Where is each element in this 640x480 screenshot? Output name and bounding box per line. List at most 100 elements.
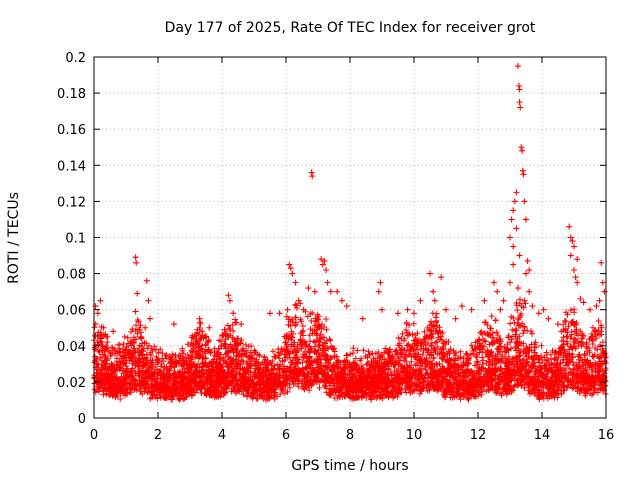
data-point xyxy=(100,324,107,331)
data-point xyxy=(526,288,533,295)
data-point xyxy=(459,303,465,310)
x-axis-label: GPS time / hours xyxy=(291,458,408,474)
y-tick-label: 0.06 xyxy=(57,304,86,319)
y-tick-label: 0.1 xyxy=(65,232,86,247)
y-tick-label: 0.04 xyxy=(57,340,86,355)
data-point xyxy=(523,270,529,277)
data-point xyxy=(566,223,573,230)
data-point xyxy=(515,285,521,292)
data-point xyxy=(519,147,526,154)
data-point xyxy=(438,274,445,281)
data-point xyxy=(500,297,507,304)
data-point xyxy=(516,86,523,93)
data-point xyxy=(515,63,521,70)
data-point xyxy=(577,295,584,302)
data-point xyxy=(491,279,497,286)
data-point xyxy=(521,198,528,205)
data-point xyxy=(230,310,237,317)
data-point xyxy=(511,198,518,205)
data-point xyxy=(196,315,203,322)
data-point xyxy=(311,288,318,295)
data-point xyxy=(529,303,536,310)
data-point xyxy=(508,216,515,223)
data-point xyxy=(284,306,291,313)
data-point xyxy=(395,310,401,317)
x-tick-label: 16 xyxy=(598,428,615,443)
y-axis-label: ROTI / TECUs xyxy=(6,192,22,284)
data-point xyxy=(411,310,417,317)
data-point xyxy=(481,297,488,304)
data-point xyxy=(510,207,517,214)
x-tick-label: 14 xyxy=(534,428,551,443)
data-point xyxy=(587,306,593,313)
data-point xyxy=(142,324,149,331)
data-point xyxy=(287,265,294,272)
data-point xyxy=(334,288,341,295)
data-point xyxy=(510,261,517,268)
x-tick-label: 8 xyxy=(346,428,354,443)
data-point xyxy=(171,321,177,328)
data-point xyxy=(417,297,424,304)
data-point xyxy=(516,252,523,259)
x-tick-label: 6 xyxy=(282,428,290,443)
data-point xyxy=(517,104,524,111)
data-point xyxy=(535,310,542,317)
data-point xyxy=(133,259,140,266)
grid xyxy=(94,57,606,418)
data-point xyxy=(599,279,606,286)
data-point xyxy=(507,279,513,286)
plot-frame xyxy=(93,56,607,419)
data-point xyxy=(571,266,577,273)
data-point xyxy=(540,306,547,313)
data-point xyxy=(494,288,501,295)
data-point xyxy=(359,315,366,322)
data-point xyxy=(321,257,328,264)
x-tick-label: 10 xyxy=(406,428,423,443)
data-point xyxy=(515,82,522,89)
y-tick-label: 0.16 xyxy=(57,123,86,138)
data-point xyxy=(518,144,525,151)
data-point xyxy=(526,266,533,273)
data-point xyxy=(147,315,153,322)
data-point xyxy=(430,288,437,295)
y-tick-label: 0.2 xyxy=(65,51,86,66)
y-tick-label: 0.18 xyxy=(57,87,86,102)
data-point xyxy=(206,324,213,331)
y-tick-label: 0 xyxy=(78,412,86,427)
data-point xyxy=(145,297,152,304)
data-point xyxy=(571,243,577,250)
data-point xyxy=(143,277,150,284)
data-point xyxy=(468,306,475,313)
data-point xyxy=(276,310,283,317)
data-point xyxy=(545,315,552,322)
data-point xyxy=(289,270,296,277)
data-point xyxy=(443,306,449,313)
data-point xyxy=(497,306,504,313)
data-point xyxy=(225,292,232,299)
data-point xyxy=(513,225,520,232)
chart-title: Day 177 of 2025, Rate Of TEC Index for r… xyxy=(165,20,536,36)
x-tick-label: 4 xyxy=(218,428,226,443)
data-point xyxy=(292,279,299,286)
data-point xyxy=(97,297,104,304)
data-point xyxy=(377,279,384,286)
x-tick-label: 2 xyxy=(154,428,162,443)
data-point xyxy=(308,169,315,176)
data-point xyxy=(339,297,345,304)
data-point xyxy=(555,321,561,328)
data-point xyxy=(343,303,350,310)
data-point xyxy=(452,315,459,322)
data-point xyxy=(132,254,139,261)
data-point xyxy=(572,274,579,281)
data-point xyxy=(567,252,574,259)
y-tick-label: 0.02 xyxy=(57,376,86,391)
y-tick-label: 0.12 xyxy=(57,195,86,210)
data-point xyxy=(286,261,293,268)
data-point xyxy=(300,306,307,313)
data-point xyxy=(513,189,520,196)
data-point xyxy=(596,297,603,304)
data-points xyxy=(92,63,608,335)
data-point xyxy=(295,297,302,304)
data-point xyxy=(238,321,245,328)
data-point xyxy=(523,216,529,223)
